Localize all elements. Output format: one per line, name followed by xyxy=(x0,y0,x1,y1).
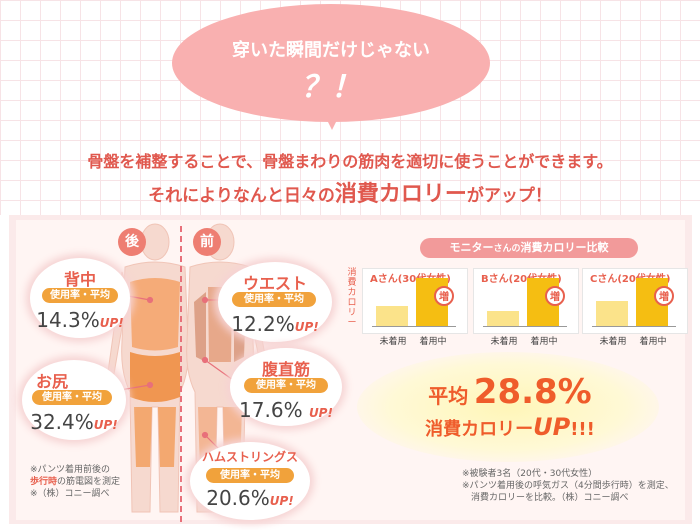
average-highlight xyxy=(357,352,659,462)
lead-line-2-pre: それによりなんと日々の xyxy=(148,186,335,206)
average-line2-pre: 消費カロリー xyxy=(425,419,534,440)
chart-x-label: 着用中 xyxy=(419,337,447,347)
bubble-title: 穿いた瞬間だけじゃない xyxy=(232,40,430,61)
stat-pill: 使用率・平均 xyxy=(32,390,112,405)
stat-hamstrings: ハムストリングス 使用率・平均 20.6%UP! xyxy=(190,442,310,520)
stat-value: 12.2% xyxy=(231,312,295,336)
left-note-line2-rest: の筋電図を測定 xyxy=(57,477,121,487)
stat-abs: 腹直筋 使用率・平均 17.6% UP! xyxy=(230,348,342,426)
series-name: Aさん(30代女性) xyxy=(370,274,451,285)
chart-bar xyxy=(487,311,519,326)
comparison-title-small: さんの xyxy=(493,244,521,254)
stat-hip: お尻 使用率・平均 32.4%UP! xyxy=(22,360,126,440)
front-back-divider xyxy=(180,226,182,522)
stat-value: 14.3% xyxy=(36,308,100,332)
stat-value-line: 12.2%UP! xyxy=(218,312,332,336)
back-muscles xyxy=(130,278,180,467)
stat-up: UP! xyxy=(93,418,118,432)
stat-up: UP! xyxy=(269,494,294,508)
comparison-title: モニターさんの消費カロリー比較 xyxy=(420,238,638,258)
stat-up: UP! xyxy=(308,406,333,420)
average-up: UP xyxy=(533,413,571,441)
stat-pill: 使用率・平均 xyxy=(42,288,118,303)
chart-x-label: 着用中 xyxy=(530,337,558,347)
stat-name: 腹直筋 xyxy=(261,360,310,379)
stat-up: UP! xyxy=(99,316,124,330)
comparison-ylabel: 消費カロリー xyxy=(347,268,357,328)
chart-baseline xyxy=(483,326,567,327)
stat-waist: ウエスト 使用率・平均 12.2%UP! xyxy=(218,262,332,342)
increase-icon: 増 xyxy=(654,286,674,306)
chart-baseline xyxy=(372,326,456,327)
lead-line-2: それによりなんと日々の消費カロリーがアップ！ xyxy=(0,176,700,208)
chart-x-label: 未着用 xyxy=(599,337,627,347)
speech-bubble-tail xyxy=(321,108,343,130)
stat-value: 17.6% xyxy=(239,398,303,422)
stat-back: 背中 使用率・平均 14.3%UP! xyxy=(30,258,130,338)
bubble-mark: ？！ xyxy=(301,70,361,105)
back-tag: 後 xyxy=(118,228,146,256)
increase-icon: 増 xyxy=(545,286,565,306)
stat-value-line: 14.3%UP! xyxy=(30,308,130,332)
stat-pill: 使用率・平均 xyxy=(244,378,328,393)
stat-value: 20.6% xyxy=(206,486,270,510)
left-footnote: ※パンツ着用前後の 歩行時の筋電図を測定 ※（株）コニー調べ xyxy=(30,464,180,500)
stat-name: ハムストリングス xyxy=(201,450,298,464)
right-footnote: ※被験者3名（20代・30代女性） ※パンツ着用後の呼気ガス（4分間歩行時）を測… xyxy=(462,468,692,504)
left-note-line3: ※（株）コニー調べ xyxy=(30,489,110,499)
lead-line-1: 骨盤を補整することで、骨盤まわりの筋肉を適切に使うことができます。 xyxy=(87,152,613,171)
stat-name: 背中 xyxy=(63,270,96,289)
front-tag: 前 xyxy=(193,228,221,256)
stat-name: ウエスト xyxy=(242,274,307,293)
chart-baseline xyxy=(592,326,676,327)
left-note-highlight: 歩行時 xyxy=(30,477,58,487)
series-name: Cさん(20代女性) xyxy=(590,274,671,285)
left-note-line1: ※パンツ着用前後の xyxy=(30,465,110,475)
chart-x-label: 未着用 xyxy=(490,337,518,347)
average-line2: 消費カロリーUP!!! xyxy=(380,413,640,441)
series-name: Bさん(20代女性) xyxy=(481,274,562,285)
stat-up: UP! xyxy=(294,320,319,334)
stat-pill: 使用率・平均 xyxy=(206,468,294,483)
average-label: 平均 xyxy=(428,384,469,408)
stat-value-line: 20.6%UP! xyxy=(190,486,310,510)
right-note-line2: ※パンツ着用後の呼気ガス（4分間歩行時）を測定、 xyxy=(462,481,674,491)
chart-bar xyxy=(596,301,628,326)
chart-x-label: 未着用 xyxy=(379,337,407,347)
lead-line-2-post: がアップ！ xyxy=(466,186,552,206)
average-value: 28.8% xyxy=(473,372,592,412)
chart-x-label: 着用中 xyxy=(639,337,667,347)
right-note-line1: ※被験者3名（20代・30代女性） xyxy=(462,469,598,479)
left-note-line2: 歩行時の筋電図を測定 xyxy=(30,476,180,488)
comparison-title-rest: 消費カロリー比較 xyxy=(520,241,609,254)
average-line1: 平均 28.8% xyxy=(380,372,640,412)
chart-bar xyxy=(376,306,408,326)
increase-icon: 増 xyxy=(434,286,454,306)
stat-name: お尻 xyxy=(36,372,69,391)
right-note-line3: 消費カロリーを比較。（株）コニー調べ xyxy=(471,493,629,503)
average-exclaim: !!! xyxy=(570,419,595,440)
speech-bubble xyxy=(172,4,490,122)
lead-line-2-emphasis: 消費カロリー xyxy=(334,182,467,207)
stat-pill: 使用率・平均 xyxy=(232,292,316,307)
stat-value-line: 17.6% UP! xyxy=(230,398,342,422)
stat-value-line: 32.4%UP! xyxy=(22,410,126,434)
comparison-title-main: モニター xyxy=(449,241,494,254)
stat-value: 32.4% xyxy=(30,410,94,434)
